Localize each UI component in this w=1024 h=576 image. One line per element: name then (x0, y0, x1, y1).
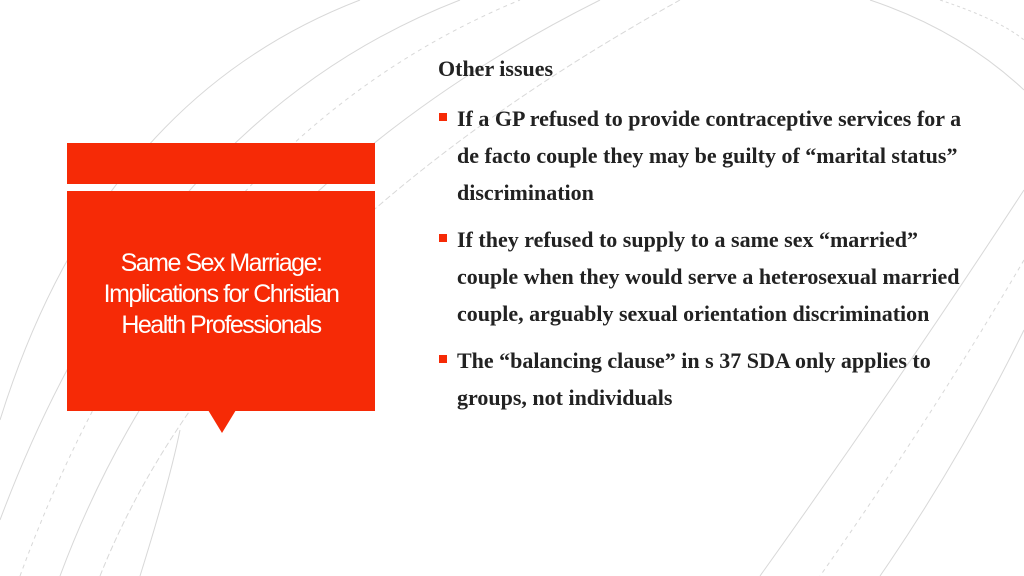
bullet-square-icon (439, 234, 447, 242)
content-heading: Other issues (438, 56, 554, 81)
bullet-square-icon (439, 113, 447, 121)
bullet-item: The “balancing clause” in s 37 SDA only … (438, 342, 968, 416)
bullet-square-icon (439, 355, 447, 363)
title-box: Same Sex Marriage: Implications for Chri… (67, 191, 375, 411)
accent-bar (67, 143, 375, 184)
bullet-item: If they refused to supply to a same sex … (438, 221, 968, 332)
bullet-item: If a GP refused to provide contraceptive… (438, 100, 968, 211)
callout-pointer (208, 410, 236, 433)
slide-title: Same Sex Marriage: Implications for Chri… (103, 248, 340, 339)
bullet-list: If a GP refused to provide contraceptive… (438, 100, 968, 426)
